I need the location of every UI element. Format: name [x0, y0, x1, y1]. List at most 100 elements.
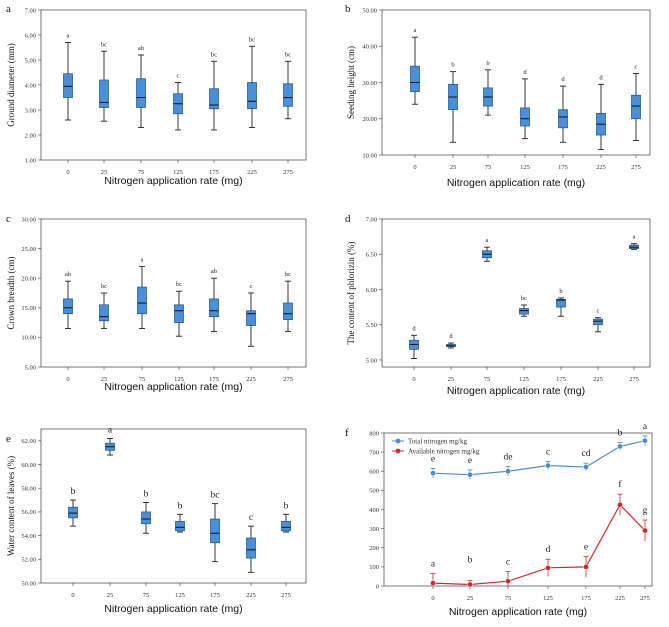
panel-label-a: a	[6, 3, 11, 15]
data-point	[617, 501, 623, 508]
x-tick-label: 225	[246, 592, 256, 599]
legend-label: Total nitrogen mg/kg	[408, 437, 468, 445]
significance-letter: bc	[521, 295, 527, 302]
data-point	[583, 464, 589, 470]
panel-label-c: c	[6, 213, 11, 225]
significance-letter: c	[597, 308, 600, 315]
significance-letter: a	[643, 422, 648, 432]
box	[210, 518, 220, 544]
plot-frame-e	[40, 428, 307, 584]
y-axis-label: Crown breadth (cm)	[6, 257, 16, 330]
x-tick-label: 125	[175, 592, 185, 599]
y-tick-label: 100	[369, 564, 379, 571]
x-tick-label: 225	[615, 595, 625, 602]
y-tick-label: 15.00	[21, 305, 36, 312]
x-tick-label: 0	[66, 169, 69, 176]
x-tick-label: 175	[581, 595, 591, 602]
y-tick-label: 58.00	[21, 486, 36, 493]
significance-letter: bc	[249, 36, 255, 43]
significance-letter: bc	[101, 41, 107, 48]
x-tick-label: 225	[246, 376, 256, 383]
x-tick-label: 175	[556, 376, 566, 383]
x-tick-label: 275	[281, 592, 291, 599]
significance-letter: f	[618, 479, 622, 490]
panel-label-e: e	[6, 433, 11, 445]
significance-letter: cd	[582, 449, 591, 459]
significance-letter: e	[584, 542, 588, 552]
significance-letter: e	[468, 456, 472, 466]
significance-letter: bc	[285, 271, 291, 278]
box	[68, 506, 78, 519]
x-tick-label: 125	[543, 595, 553, 602]
significance-letter: ab	[65, 271, 71, 278]
significance-letter: a	[67, 33, 70, 40]
x-tick-label: 225	[593, 376, 603, 383]
x-axis-label: Nitrogen application rate (mg)	[447, 177, 585, 189]
data-point	[545, 564, 551, 571]
significance-letter: b	[559, 288, 562, 295]
box	[410, 65, 420, 92]
significance-letter: a	[141, 256, 144, 263]
y-tick-label: 52.00	[21, 557, 36, 564]
x-tick-label: 25	[450, 164, 457, 171]
data-point	[583, 564, 589, 570]
significance-letter: b	[618, 429, 623, 439]
y-tick-label: 50.00	[362, 7, 377, 14]
y-tick-label: 50.00	[21, 580, 36, 587]
legend-marker	[395, 448, 401, 454]
x-axis-label: Nitrogen application rate (mg)	[104, 381, 242, 393]
y-tick-label: 30.00	[362, 80, 377, 87]
box	[174, 304, 184, 323]
significance-letter: c	[249, 513, 253, 523]
plot-frame-a	[40, 9, 307, 161]
box	[175, 521, 185, 532]
plot-frame-f	[383, 432, 653, 587]
y-tick-label: 700	[369, 449, 379, 456]
x-tick-label: 75	[505, 595, 512, 602]
x-tick-label: 275	[283, 169, 293, 176]
box	[63, 73, 73, 98]
significance-letter: a	[414, 27, 417, 34]
significance-letter: d	[449, 333, 453, 340]
panel-label-d: d	[345, 213, 351, 225]
significance-letter: c	[635, 63, 638, 70]
x-tick-label: 175	[558, 164, 568, 171]
x-tick-label: 0	[71, 592, 74, 599]
box	[246, 537, 256, 559]
y-axis-label: Ground diameter (mm)	[6, 43, 16, 126]
significance-letter: c	[546, 448, 550, 458]
box	[520, 107, 530, 127]
box	[631, 94, 641, 120]
y-tick-label: 25.00	[21, 246, 36, 253]
y-tick-label: 20.00	[21, 276, 36, 283]
significance-letter: d	[599, 74, 603, 81]
significance-letter: a	[431, 560, 436, 570]
x-tick-label: 175	[209, 376, 219, 383]
y-tick-label: 30.00	[21, 216, 36, 223]
y-tick-label: 600	[369, 469, 379, 476]
x-tick-label: 25	[448, 376, 455, 383]
x-tick-label: 75	[485, 164, 492, 171]
box	[281, 521, 291, 532]
x-axis-label: Nitrogen application rate (mg)	[104, 175, 242, 187]
y-axis-label: Water content of leaves (%)	[6, 456, 16, 556]
x-tick-label: 75	[143, 592, 150, 599]
plot-frame-d	[381, 218, 651, 368]
y-tick-label: 300	[369, 526, 379, 533]
significance-letter: c	[250, 283, 253, 290]
x-tick-label: 25	[467, 595, 474, 602]
significance-letter: b	[468, 555, 473, 565]
y-tick-label: 7.00	[366, 216, 377, 223]
data-point	[545, 462, 551, 469]
y-tick-label: 400	[369, 507, 379, 514]
data-point	[617, 443, 623, 450]
panel-label-f: f	[345, 427, 349, 439]
y-tick-label: 2.00	[25, 132, 36, 139]
box	[558, 109, 568, 129]
x-tick-label: 275	[283, 376, 293, 383]
significance-letter: g	[643, 506, 648, 516]
significance-letter: c	[506, 558, 510, 568]
significance-letter: bc	[176, 281, 182, 288]
data-point	[642, 527, 648, 534]
box	[99, 79, 109, 108]
